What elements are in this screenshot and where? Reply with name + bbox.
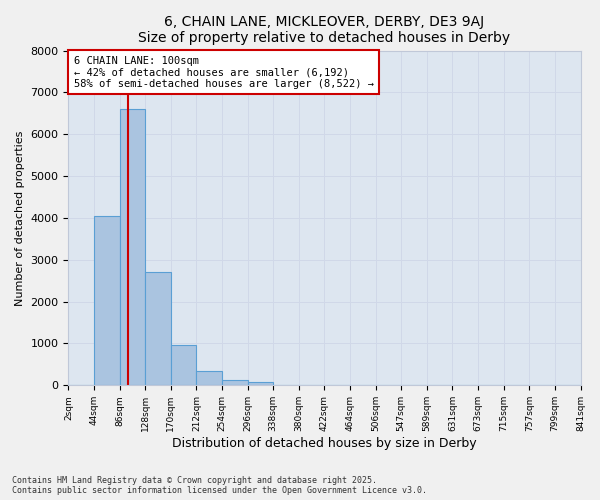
Bar [222,380,248,386]
Bar [94,216,119,386]
Bar [248,382,273,386]
Title: 6, CHAIN LANE, MICKLEOVER, DERBY, DE3 9AJ
Size of property relative to detached : 6, CHAIN LANE, MICKLEOVER, DERBY, DE3 9A… [139,15,511,45]
X-axis label: Distribution of detached houses by size in Derby: Distribution of detached houses by size … [172,437,477,450]
Bar [145,272,171,386]
Y-axis label: Number of detached properties: Number of detached properties [15,130,25,306]
Bar [171,344,196,386]
Text: 6 CHAIN LANE: 100sqm
← 42% of detached houses are smaller (6,192)
58% of semi-de: 6 CHAIN LANE: 100sqm ← 42% of detached h… [74,56,374,89]
Text: Contains HM Land Registry data © Crown copyright and database right 2025.
Contai: Contains HM Land Registry data © Crown c… [12,476,427,495]
Bar [196,370,222,386]
Bar [119,109,145,386]
